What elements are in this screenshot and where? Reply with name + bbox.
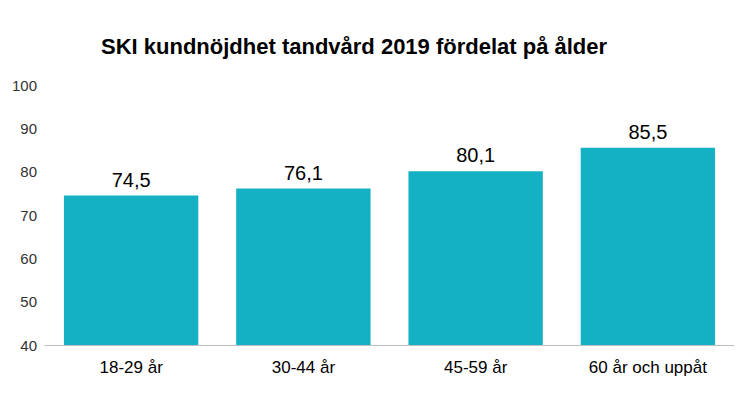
svg-text:80: 80: [20, 163, 37, 180]
svg-text:50: 50: [20, 293, 37, 310]
svg-text:100: 100: [12, 77, 37, 94]
svg-text:85,5: 85,5: [628, 121, 667, 143]
svg-text:30-44 år: 30-44 år: [272, 358, 336, 377]
svg-text:SKI kundnöjdhet tandvård 2019: SKI kundnöjdhet tandvård 2019 fördelat p…: [101, 34, 608, 59]
svg-text:90: 90: [20, 120, 37, 137]
svg-text:70: 70: [20, 207, 37, 224]
svg-text:45-59 år: 45-59 år: [444, 358, 508, 377]
svg-text:40: 40: [20, 337, 37, 354]
svg-text:60: 60: [20, 250, 37, 267]
svg-text:60 år och uppåt: 60 år och uppåt: [589, 358, 707, 377]
svg-text:80,1: 80,1: [456, 144, 495, 166]
svg-text:76,1: 76,1: [284, 162, 323, 184]
svg-text:74,5: 74,5: [112, 169, 151, 191]
svg-text:18-29 år: 18-29 år: [99, 358, 163, 377]
